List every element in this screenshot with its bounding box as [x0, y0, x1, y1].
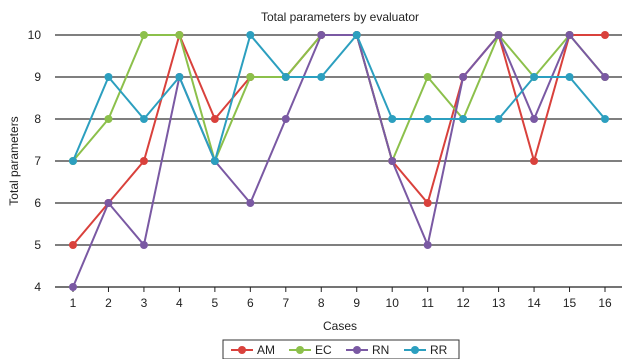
- y-axis-label: Total parameters: [7, 116, 21, 205]
- y-tick-label: 9: [34, 70, 41, 84]
- legend-swatch-marker: [238, 346, 246, 354]
- y-tick-label: 8: [34, 112, 41, 126]
- chart-title: Total parameters by evaluator: [261, 10, 419, 24]
- legend-swatch-marker: [296, 346, 304, 354]
- series-line: [72, 32, 606, 165]
- x-tick-label: 8: [318, 296, 325, 310]
- data-point: [210, 115, 219, 123]
- x-tick-label: 16: [598, 296, 612, 310]
- data-point: [104, 115, 113, 123]
- data-point: [565, 31, 574, 39]
- data-point: [139, 31, 148, 39]
- y-tick-label: 10: [28, 28, 42, 42]
- legend-swatch-marker: [353, 346, 361, 354]
- data-point: [423, 199, 432, 207]
- y-tick-labels: 4 5 6 7 8 9 10: [28, 28, 42, 294]
- data-point: [246, 31, 255, 39]
- y-tick-label: 4: [34, 280, 41, 294]
- data-point: [459, 73, 468, 81]
- data-point: [317, 31, 326, 39]
- data-point: [69, 157, 77, 165]
- data-point: [104, 199, 113, 207]
- legend-label: RR: [430, 343, 448, 357]
- data-point: [139, 241, 148, 249]
- x-axis-label: Cases: [323, 319, 357, 333]
- series-line: [72, 33, 606, 288]
- data-point: [281, 115, 290, 123]
- data-point: [494, 115, 503, 123]
- x-tick-label: 9: [353, 296, 360, 310]
- data-point: [423, 73, 432, 81]
- legend-label: EC: [315, 343, 332, 357]
- data-point: [601, 31, 609, 39]
- data-point: [246, 199, 255, 207]
- x-tick-label: 14: [527, 296, 541, 310]
- data-point: [352, 31, 361, 39]
- data-point: [601, 73, 609, 81]
- x-tick-label: 5: [212, 296, 219, 310]
- data-point: [565, 73, 574, 81]
- x-tick-label: 4: [176, 296, 183, 310]
- data-point: [530, 115, 539, 123]
- legend-label: RN: [372, 343, 389, 357]
- x-tick-labels: 1 2 3 4 5 6 7 8 9 10 11 12 13 14 15 16: [70, 287, 612, 310]
- data-point: [423, 241, 432, 249]
- data-point: [530, 73, 539, 81]
- legend-label: AM: [257, 343, 275, 357]
- x-tick-label: 11: [421, 296, 434, 310]
- x-tick-label: 7: [282, 296, 289, 310]
- series-lines: [69, 31, 609, 291]
- x-tick-label: 1: [70, 296, 77, 310]
- data-point: [494, 31, 503, 39]
- y-tick-label: 7: [34, 154, 41, 168]
- data-point: [139, 157, 148, 165]
- data-point: [317, 73, 326, 81]
- data-point: [210, 157, 219, 165]
- x-tick-label: 15: [563, 296, 577, 310]
- data-point: [388, 157, 397, 165]
- data-point: [246, 73, 255, 81]
- legend-swatch-marker: [411, 346, 419, 354]
- x-tick-label: 10: [386, 296, 400, 310]
- data-point: [69, 241, 77, 249]
- x-tick-label: 12: [456, 296, 470, 310]
- x-tick-label: 13: [492, 296, 506, 310]
- x-tick-label: 6: [247, 296, 254, 310]
- x-tick-label: 2: [105, 296, 112, 310]
- legend: AM EC RN RR: [222, 339, 460, 359]
- legend-box: [222, 339, 460, 359]
- data-point: [459, 115, 468, 123]
- series-ec: [69, 31, 609, 165]
- data-point: [423, 115, 432, 123]
- data-point: [601, 115, 609, 123]
- x-tick-label: 3: [141, 296, 148, 310]
- series-rr: [69, 31, 609, 165]
- data-point: [175, 31, 184, 39]
- data-point: [281, 73, 290, 81]
- data-point: [139, 115, 148, 123]
- y-tick-label: 6: [34, 196, 41, 210]
- y-tick-label: 5: [34, 238, 41, 252]
- data-point: [69, 283, 77, 291]
- data-point: [175, 73, 184, 81]
- data-point: [104, 73, 113, 81]
- data-point: [388, 115, 397, 123]
- data-point: [530, 157, 539, 165]
